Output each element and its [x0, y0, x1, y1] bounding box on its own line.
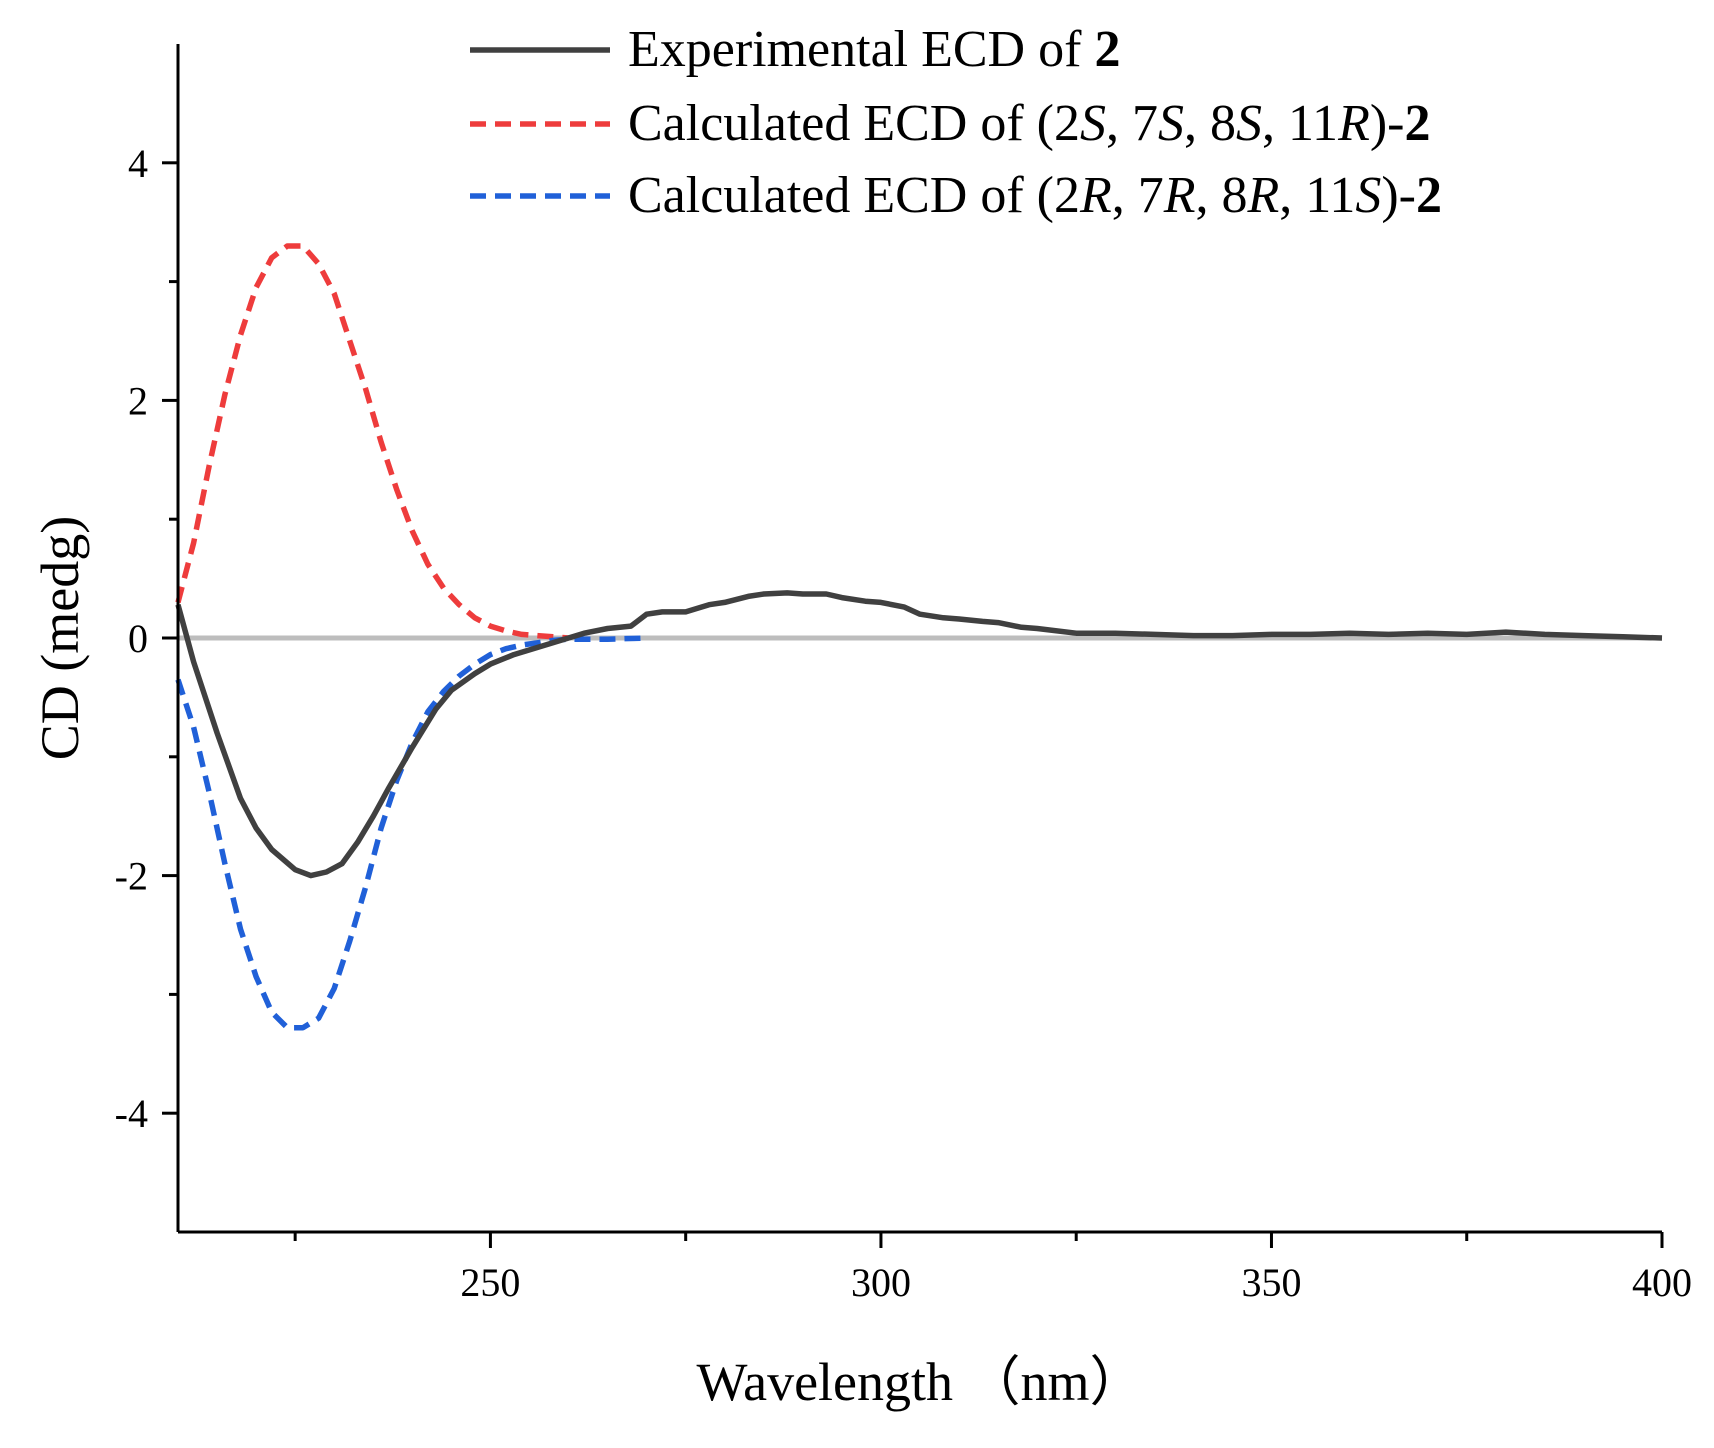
- legend-text-part: , 11: [1262, 95, 1338, 152]
- series-line-2: [175, 243, 569, 641]
- legend-text-part: )-: [1370, 95, 1405, 152]
- legend-text-part: R: [1163, 167, 1196, 224]
- legend-text-part: , 11: [1279, 167, 1355, 224]
- series-line-1: [175, 590, 1663, 879]
- x-tick-label: 300: [851, 1260, 911, 1305]
- legend-text-part: S: [1355, 167, 1381, 224]
- legend-label-1: Experimental ECD of 2: [628, 21, 1120, 78]
- legend-text-part: 2: [1094, 21, 1120, 78]
- legend-text-part: S: [1080, 95, 1106, 152]
- series-line-3: [175, 635, 647, 1031]
- x-tick-label: 350: [1241, 1260, 1301, 1305]
- x-axis-title: Wavelength （nm）: [696, 1352, 1143, 1412]
- legend-text-part: 2: [1416, 167, 1442, 224]
- legend-text-part: Experimental ECD of: [628, 21, 1094, 78]
- legend-text-part: )-: [1381, 167, 1416, 224]
- legend-text-part: 2: [1404, 95, 1430, 152]
- legend-text-part: R: [1079, 167, 1112, 224]
- x-tick-label: 400: [1632, 1260, 1692, 1305]
- y-tick-label: -2: [115, 854, 148, 899]
- y-axis-title: CD (medg): [30, 516, 90, 760]
- y-tick-label: 2: [128, 378, 148, 423]
- legend-text-part: S: [1236, 95, 1262, 152]
- legend-text-part: Calculated ECD of (2: [628, 95, 1080, 152]
- plot-area: [175, 243, 1663, 1031]
- y-tick-label: -4: [115, 1091, 148, 1136]
- y-tick-label: 0: [128, 616, 148, 661]
- legend-label-2: Calculated ECD of (2S, 7S, 8S, 11R)-2: [628, 95, 1430, 152]
- legend-text-part: S: [1158, 95, 1184, 152]
- legend-text-part: , 7: [1106, 95, 1158, 152]
- legend-text-part: , 7: [1112, 167, 1164, 224]
- legend-text-part: R: [1247, 167, 1280, 224]
- axes: -4 -2 0 2 4 250 300 350 400 Wavelength （nm） CD (me…: [30, 44, 1692, 1412]
- legend-label-3: Calculated ECD of (2R, 7R, 8R, 11S)-2: [628, 167, 1442, 224]
- legend-text-part: , 8: [1184, 95, 1236, 152]
- legend-text-part: R: [1337, 95, 1370, 152]
- y-tick-label: 4: [128, 141, 148, 186]
- legend-text-part: , 8: [1196, 167, 1248, 224]
- x-tick-label: 250: [460, 1260, 520, 1305]
- legend-text-part: Calculated ECD of (2: [628, 167, 1080, 224]
